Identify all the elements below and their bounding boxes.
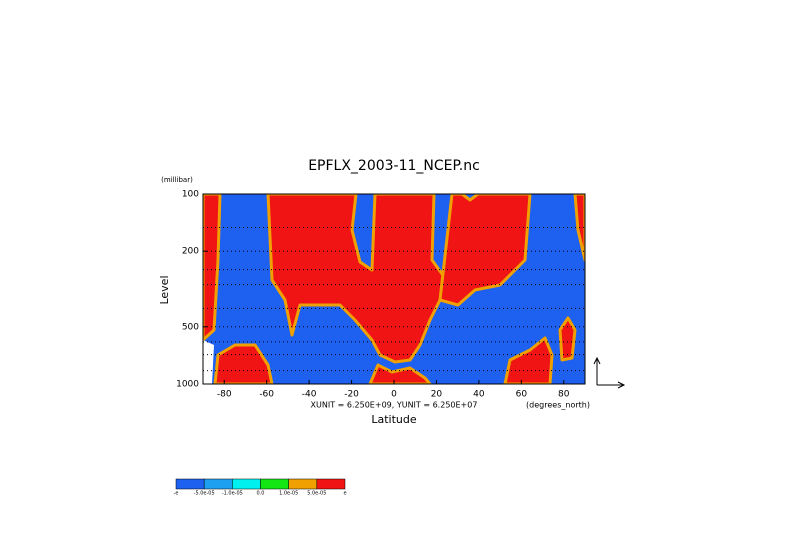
colorbar-swatch	[316, 478, 346, 490]
x-tick-label: -20	[344, 390, 359, 400]
colorbar-label: 1.0e-05	[279, 491, 298, 497]
colorbar-swatch	[232, 478, 261, 490]
x-tick-label: 40	[473, 390, 485, 400]
x-tick-label: 60	[516, 390, 528, 400]
x-tick-label: -60	[259, 390, 274, 400]
colorbar-swatch	[288, 478, 318, 490]
x-unit-label: (degrees_north)	[526, 401, 590, 410]
y-unit-label: (millibar)	[161, 176, 193, 184]
x-axis-label: Latitude	[371, 413, 417, 426]
missing-region	[203, 340, 214, 384]
x-tick-label: 80	[558, 390, 570, 400]
region	[558, 316, 577, 362]
y-tick-label: 500	[182, 322, 199, 332]
region	[503, 336, 554, 384]
y-tick-label: 1000	[176, 380, 199, 390]
x-note: XUNIT = 6.250E+09, YUNIT = 6.250E+07	[311, 401, 478, 410]
x-tick-label: 20	[431, 390, 443, 400]
x-tick-label: -40	[302, 390, 317, 400]
y-tick-label: 200	[182, 247, 199, 257]
y-tick-label: 100	[182, 190, 199, 200]
colorbar-swatch	[260, 478, 289, 490]
y-axis-label: Level	[158, 275, 171, 304]
x-tick-label: -80	[217, 390, 232, 400]
colorbar-label: e	[343, 491, 346, 497]
x-tick-label: 0	[391, 390, 397, 400]
colorbar-swatch	[175, 478, 205, 490]
colorbar-label: -e	[174, 491, 179, 497]
chart-title: EPFLX_2003-11_NCEP.nc	[308, 158, 480, 174]
colorbar-label: -5.0e-05	[194, 491, 215, 497]
region	[368, 363, 432, 384]
region	[438, 194, 532, 307]
colorbar-label: 5.0e-05	[307, 491, 326, 497]
field	[203, 194, 585, 384]
positive-regions	[203, 194, 585, 384]
colorbar-swatch	[203, 478, 233, 490]
region	[203, 194, 222, 342]
colorbar-label: 0.0	[257, 491, 265, 497]
colorbar-label: -1.0e-05	[222, 491, 243, 497]
axis-arrows	[593, 356, 626, 389]
region	[266, 194, 457, 364]
region	[213, 343, 274, 384]
